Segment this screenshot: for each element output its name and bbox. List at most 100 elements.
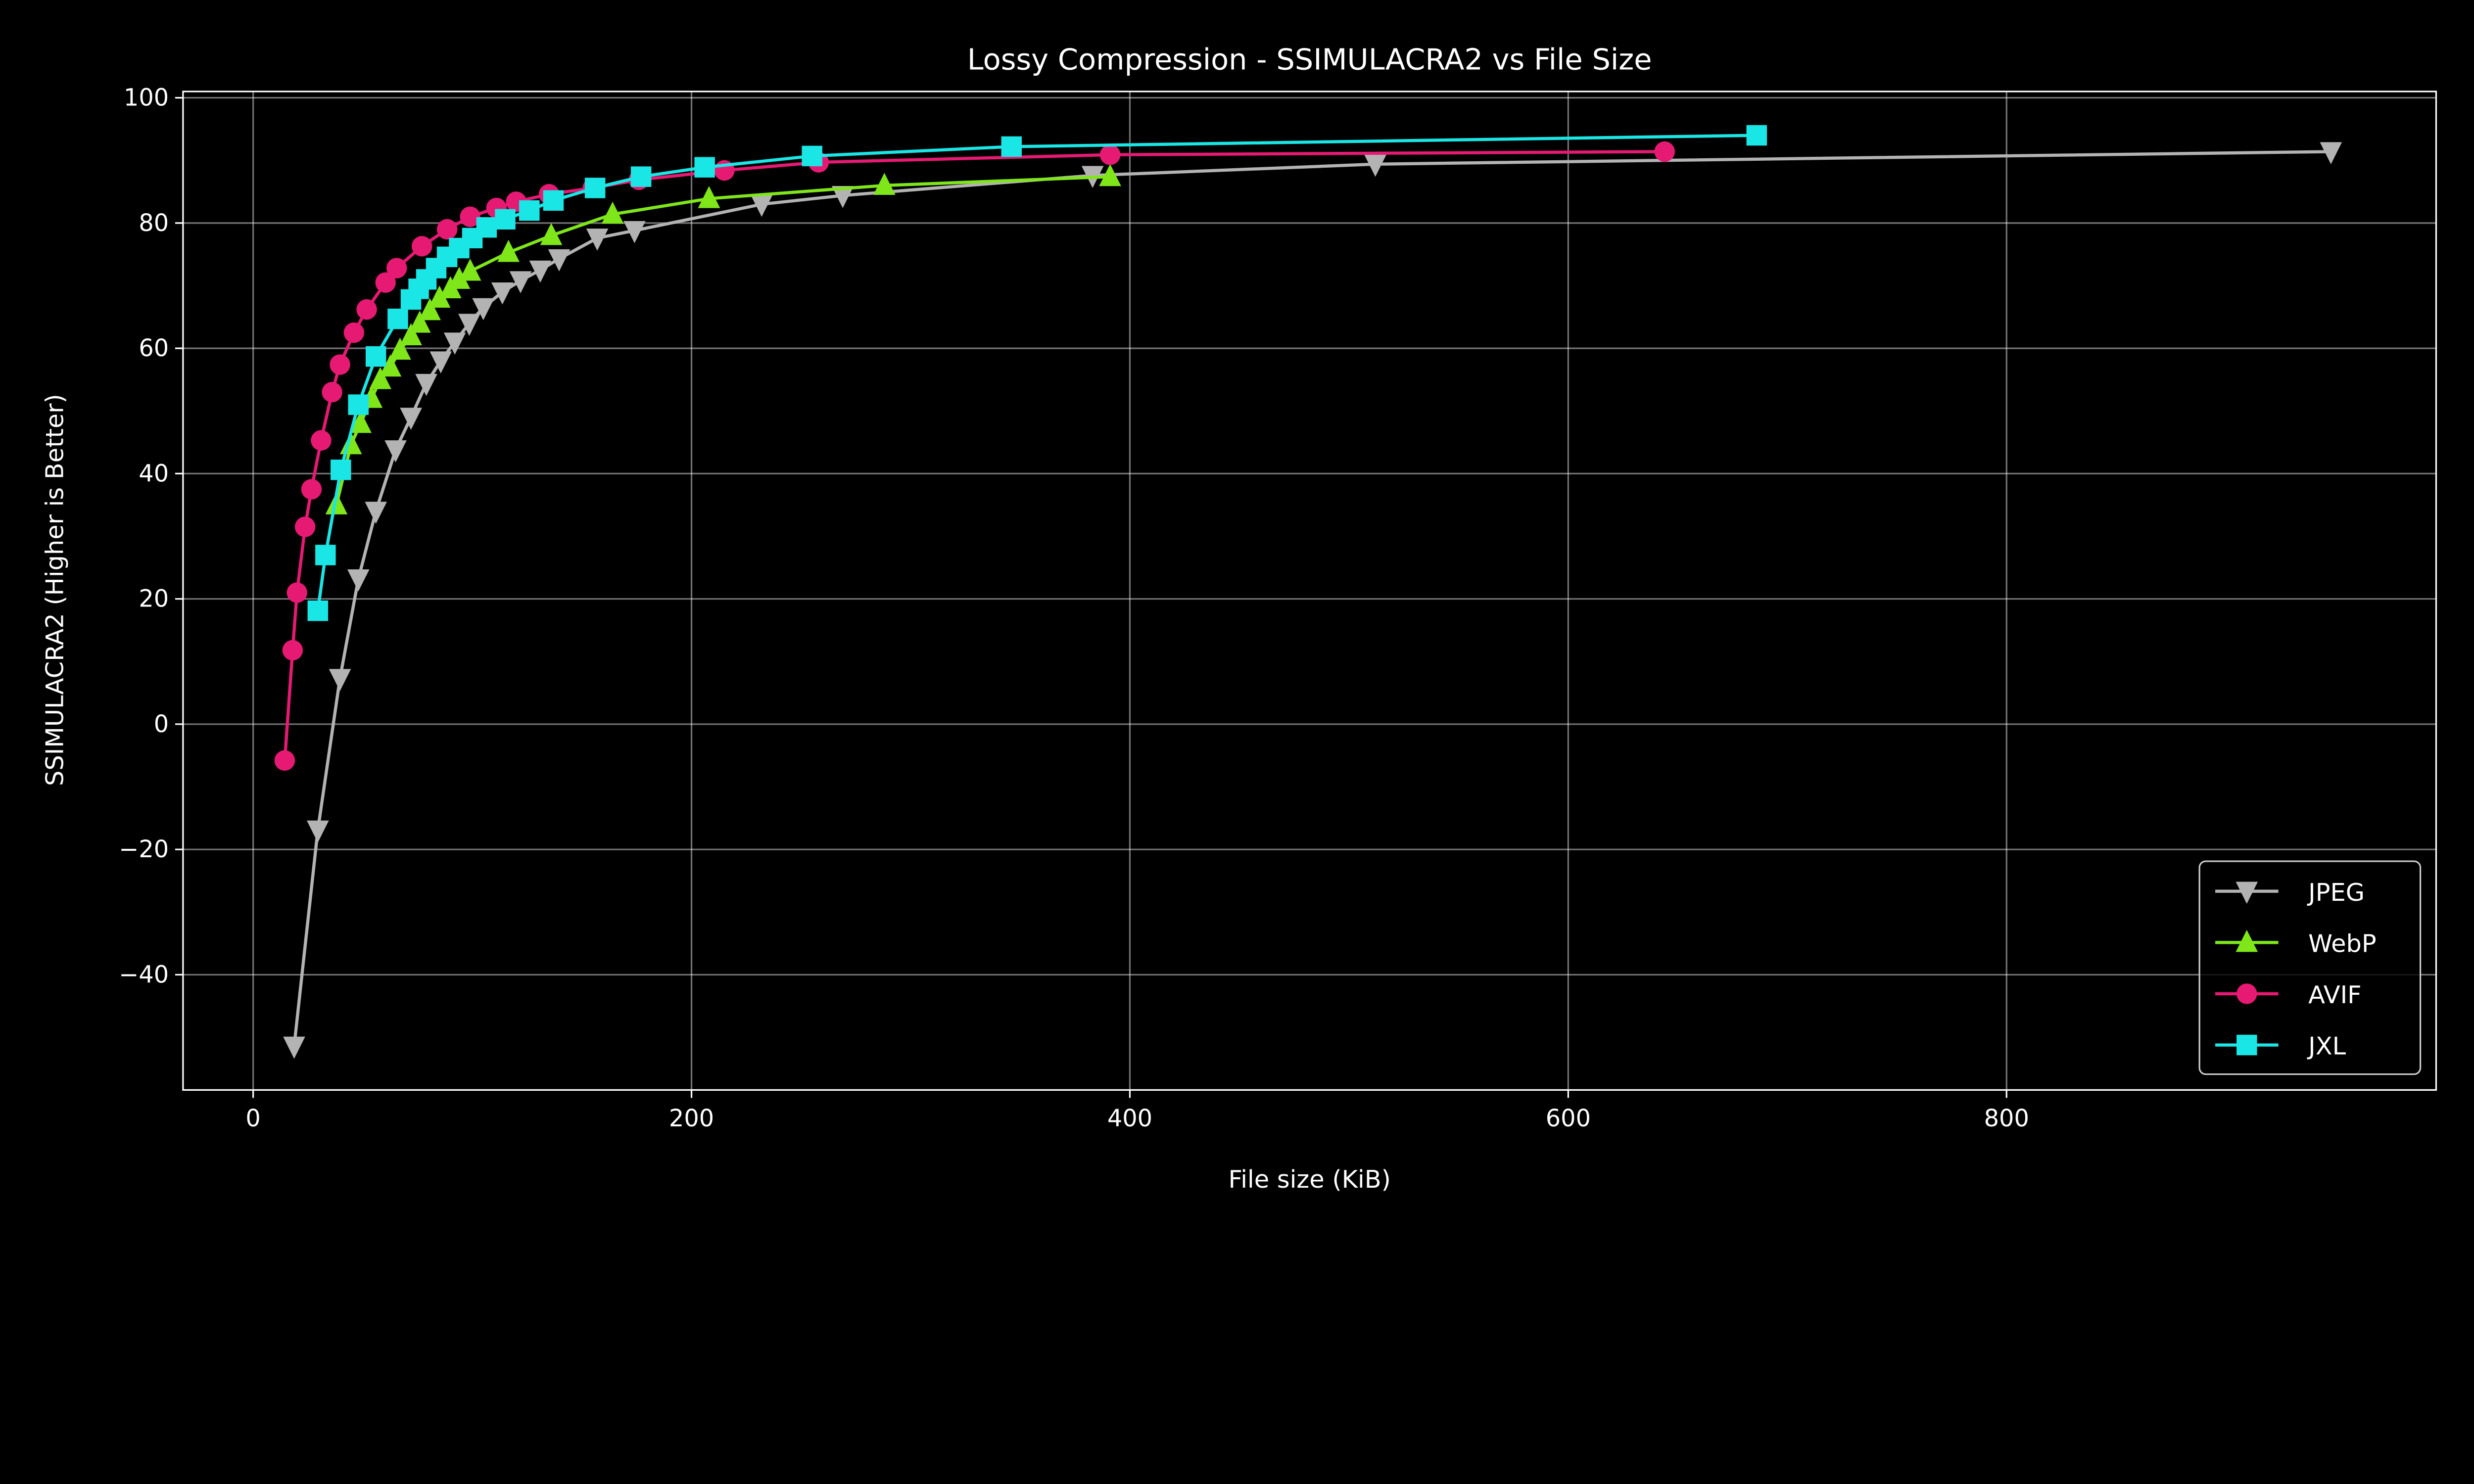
data-point-avif xyxy=(274,750,295,771)
data-point-webp xyxy=(448,267,471,289)
data-point-webp xyxy=(698,186,720,208)
data-point-jpeg xyxy=(586,229,609,251)
data-point-jxl xyxy=(495,209,516,230)
data-point-jpeg xyxy=(443,332,466,355)
data-point-avif xyxy=(330,354,350,375)
data-point-jpeg xyxy=(306,820,329,843)
data-point-jxl xyxy=(365,346,386,367)
data-point-jxl xyxy=(584,178,606,198)
data-point-webp xyxy=(497,239,520,262)
data-point-jxl xyxy=(802,145,822,167)
data-point-jpeg xyxy=(329,669,351,691)
x-tick-label: 600 xyxy=(1546,1105,1591,1132)
legend-label-jxl: JXL xyxy=(2307,1032,2346,1061)
legend-marker-jpeg xyxy=(2236,881,2258,904)
y-tick-label: −40 xyxy=(119,961,169,988)
data-point-webp xyxy=(428,285,451,308)
data-point-jpeg xyxy=(347,569,370,592)
plot-frame xyxy=(182,91,2437,1091)
data-point-avif xyxy=(322,382,342,403)
data-point-webp xyxy=(873,173,896,195)
series-jpeg xyxy=(283,142,2342,1059)
data-point-jxl xyxy=(307,600,329,621)
data-point-webp xyxy=(379,354,402,377)
legend-label-jpeg: JPEG xyxy=(2307,878,2365,907)
data-point-jpeg xyxy=(472,298,495,321)
data-point-jpeg xyxy=(429,351,452,373)
data-point-jpeg xyxy=(384,440,407,463)
data-point-jxl xyxy=(387,308,408,329)
data-point-jpeg xyxy=(529,260,552,283)
data-point-webp xyxy=(349,411,372,433)
ticks: 0 200 400 600 800 −40 −20 0 20 40 60 80 100 xyxy=(119,85,2029,1132)
series-jxl xyxy=(307,125,1767,621)
data-point-jpeg xyxy=(1364,154,1386,177)
legend-label-avif: AVIF xyxy=(2308,980,2361,1009)
data-point-webp xyxy=(325,492,348,514)
data-point-jxl xyxy=(1746,125,1767,146)
data-point-jpeg xyxy=(2320,142,2342,165)
data-point-avif xyxy=(460,206,480,227)
legend-label-webp: WebP xyxy=(2308,929,2377,958)
data-point-webp xyxy=(400,323,422,345)
series-layer xyxy=(274,125,2342,1059)
data-point-webp xyxy=(601,201,624,224)
data-point-avif xyxy=(1654,141,1675,162)
data-point-avif xyxy=(311,430,332,451)
grid xyxy=(183,91,2436,1090)
y-tick-label: 80 xyxy=(139,210,169,237)
x-axis-label: File size (KiB) xyxy=(1228,1165,1390,1194)
legend-marker-avif xyxy=(2236,983,2257,1004)
data-point-avif xyxy=(356,299,377,320)
data-point-jpeg xyxy=(750,194,773,217)
legend-marker-jxl xyxy=(2236,1034,2257,1056)
data-point-avif xyxy=(1099,144,1121,165)
data-point-jxl xyxy=(543,190,564,211)
legend-marker-webp xyxy=(2236,929,2258,952)
data-point-jpeg xyxy=(400,408,422,430)
data-point-jpeg xyxy=(548,249,571,272)
data-point-jpeg xyxy=(491,282,514,305)
data-point-avif xyxy=(294,516,316,537)
data-point-jpeg xyxy=(415,373,437,396)
data-point-avif xyxy=(282,640,303,661)
chart: 0 200 400 600 800 −40 −20 0 20 40 60 80 100 Lossy Co… xyxy=(0,0,2474,1237)
x-tick-label: 0 xyxy=(245,1105,260,1132)
data-point-webp xyxy=(419,298,441,321)
series-webp xyxy=(325,164,1121,514)
data-point-avif xyxy=(301,479,322,500)
data-point-jpeg xyxy=(283,1036,305,1059)
data-point-avif xyxy=(286,582,307,603)
data-point-jpeg xyxy=(365,502,387,524)
data-point-jpeg xyxy=(509,271,532,293)
data-point-webp xyxy=(389,337,411,360)
chart-background xyxy=(0,0,2474,1237)
data-point-webp xyxy=(369,367,391,389)
data-point-webp xyxy=(540,223,563,245)
data-point-avif xyxy=(375,272,396,293)
data-point-jpeg xyxy=(831,186,854,208)
data-point-jpeg xyxy=(623,221,646,243)
y-tick-label: 40 xyxy=(139,460,169,487)
data-point-jxl xyxy=(630,166,652,187)
y-tick-label: −20 xyxy=(119,836,169,863)
data-point-webp xyxy=(459,258,481,281)
data-point-avif xyxy=(343,322,365,343)
data-point-jxl xyxy=(1001,136,1022,157)
data-point-jxl xyxy=(331,460,351,480)
data-point-webp xyxy=(408,310,431,333)
x-tick-label: 800 xyxy=(1984,1105,2029,1132)
data-point-jxl xyxy=(694,157,715,178)
data-point-jxl xyxy=(315,545,336,565)
data-point-avif xyxy=(411,236,432,257)
y-axis-label: SSIMULACRA2 (Higher is Better) xyxy=(41,394,69,786)
y-tick-label: 0 xyxy=(154,711,169,738)
y-tick-label: 100 xyxy=(124,85,169,112)
y-tick-label: 60 xyxy=(139,335,169,362)
y-tick-label: 20 xyxy=(139,586,169,613)
x-tick-label: 200 xyxy=(669,1105,714,1132)
data-point-jxl xyxy=(476,217,497,238)
data-point-avif xyxy=(386,258,407,278)
legend-box xyxy=(2198,860,2422,1075)
data-point-avif xyxy=(436,219,458,240)
